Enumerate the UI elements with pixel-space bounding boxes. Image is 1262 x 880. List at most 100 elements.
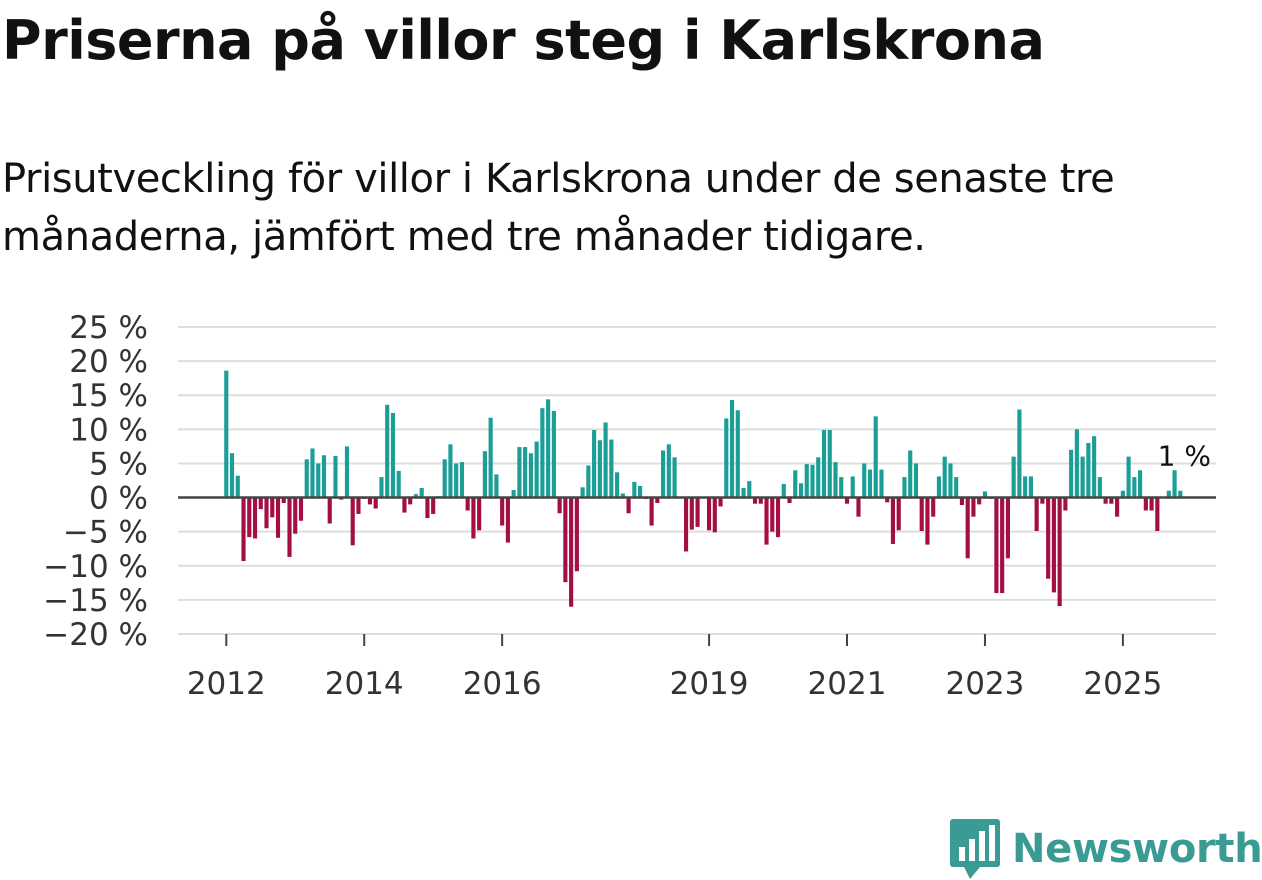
bar bbox=[540, 408, 545, 498]
bar bbox=[1109, 497, 1114, 504]
bar bbox=[735, 410, 740, 498]
bar bbox=[948, 463, 953, 498]
y-tick-label: −5 % bbox=[63, 515, 148, 551]
bar bbox=[902, 477, 907, 498]
bar bbox=[661, 450, 666, 498]
bar bbox=[344, 446, 350, 498]
bar bbox=[517, 447, 522, 498]
bar bbox=[1000, 497, 1005, 594]
chart-subtitle: Prisutveckling för villor i Karlskrona u… bbox=[2, 156, 1115, 260]
bar bbox=[1086, 442, 1091, 498]
bar bbox=[718, 497, 723, 507]
bar bbox=[310, 448, 315, 498]
bar bbox=[229, 453, 235, 498]
bar bbox=[350, 497, 355, 546]
bar bbox=[287, 497, 292, 557]
bar bbox=[316, 463, 321, 498]
x-tick-label: 2023 bbox=[945, 666, 1024, 702]
bar bbox=[775, 497, 781, 538]
newsworthy-logo: Newsworthy bbox=[950, 818, 1262, 880]
bar bbox=[994, 497, 999, 594]
bar bbox=[1063, 497, 1068, 511]
bar bbox=[758, 497, 763, 504]
bar bbox=[833, 462, 838, 498]
bar bbox=[413, 494, 419, 498]
bar bbox=[844, 497, 850, 504]
bar bbox=[511, 490, 516, 498]
bar bbox=[712, 497, 717, 533]
bar bbox=[494, 474, 499, 498]
bar bbox=[264, 497, 269, 529]
bar bbox=[942, 456, 947, 498]
bar bbox=[867, 469, 873, 498]
bar bbox=[798, 483, 804, 498]
x-axis: 2012 2014 2016 2019 2021 2023 2025 bbox=[187, 634, 1162, 702]
bars bbox=[224, 370, 1183, 607]
bar bbox=[373, 497, 378, 509]
bar bbox=[321, 455, 327, 498]
bar bbox=[724, 418, 729, 498]
bar bbox=[419, 488, 424, 498]
bar bbox=[557, 497, 562, 514]
bar bbox=[408, 497, 413, 505]
bar bbox=[810, 464, 815, 498]
y-tick-label: 25 % bbox=[69, 310, 148, 346]
bar-chart-speech-bubble-icon bbox=[950, 819, 1000, 879]
bar bbox=[890, 497, 896, 544]
bar bbox=[402, 497, 407, 513]
bar bbox=[488, 417, 493, 498]
bar bbox=[885, 497, 890, 503]
bar bbox=[465, 497, 470, 511]
y-tick-label: −15 % bbox=[43, 583, 148, 619]
bar bbox=[586, 465, 591, 498]
bar bbox=[804, 464, 809, 498]
bar bbox=[965, 497, 970, 559]
bar bbox=[1115, 497, 1120, 517]
bar bbox=[327, 497, 332, 524]
bar bbox=[1172, 470, 1177, 498]
bar bbox=[896, 497, 901, 531]
y-tick-label: 10 % bbox=[69, 412, 148, 448]
bar bbox=[1057, 497, 1062, 607]
bar bbox=[908, 450, 913, 498]
bar bbox=[1120, 490, 1125, 498]
bar bbox=[1023, 476, 1028, 498]
bar bbox=[379, 477, 384, 498]
bar bbox=[781, 483, 786, 498]
bar bbox=[632, 481, 637, 498]
bar bbox=[235, 475, 240, 498]
bar bbox=[862, 463, 867, 498]
bar bbox=[385, 404, 390, 498]
bar bbox=[603, 422, 608, 498]
bar bbox=[1080, 456, 1085, 498]
bar bbox=[477, 497, 482, 531]
bar bbox=[471, 497, 476, 539]
bar bbox=[482, 451, 487, 498]
bar bbox=[574, 497, 579, 572]
bar bbox=[919, 497, 924, 531]
bar bbox=[959, 497, 964, 506]
bar-chart: 25 %20 %15 %10 %5 %0 %−5 %−10 %−15 %−20 … bbox=[43, 310, 1216, 702]
bar bbox=[505, 497, 510, 543]
bar bbox=[609, 439, 614, 498]
bar bbox=[1143, 497, 1148, 511]
bar bbox=[793, 470, 798, 498]
bar bbox=[741, 488, 746, 498]
y-tick-label: 5 % bbox=[89, 446, 148, 482]
bar bbox=[1149, 497, 1154, 511]
bar bbox=[1017, 409, 1022, 498]
bar bbox=[879, 469, 884, 498]
bar bbox=[528, 453, 533, 498]
bar bbox=[615, 472, 620, 498]
x-tick-label: 2014 bbox=[325, 666, 404, 702]
bar bbox=[442, 459, 447, 498]
y-tick-label: −10 % bbox=[43, 549, 148, 585]
bar bbox=[873, 416, 878, 498]
y-tick-label: −20 % bbox=[43, 617, 148, 653]
bar bbox=[638, 485, 643, 498]
bar bbox=[770, 497, 775, 532]
bar bbox=[534, 441, 539, 498]
bar bbox=[597, 440, 602, 498]
bar bbox=[592, 430, 597, 498]
bar bbox=[626, 497, 631, 514]
